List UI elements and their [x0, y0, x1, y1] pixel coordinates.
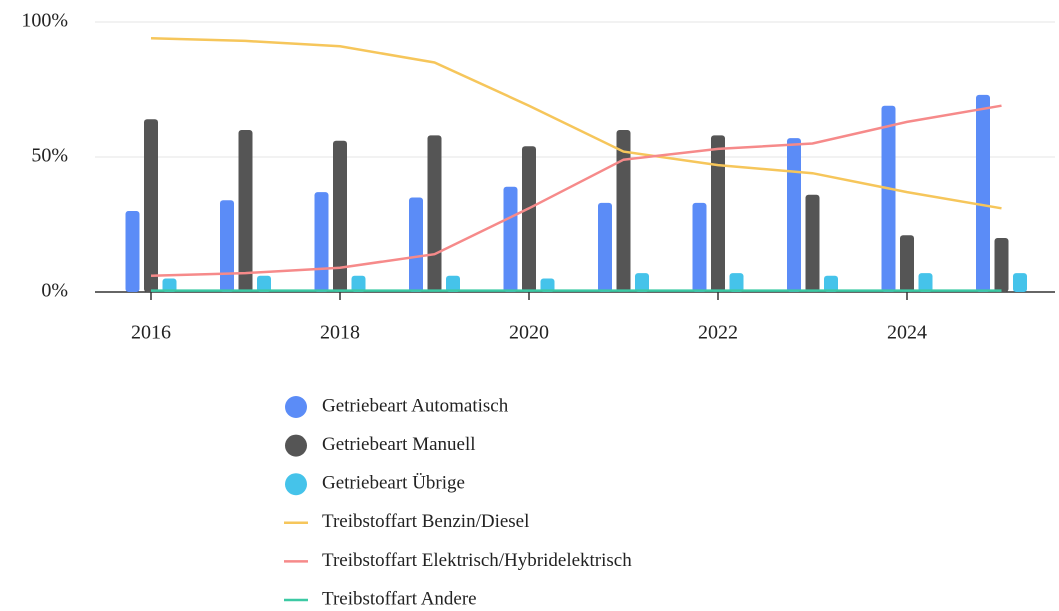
- x-tick-label: 2020: [509, 322, 549, 344]
- bar: [257, 275, 271, 292]
- bar: [446, 275, 460, 292]
- bar: [314, 192, 329, 292]
- line: [150, 104, 1002, 278]
- bar: [540, 278, 555, 292]
- bar: [1013, 273, 1027, 292]
- bar: [598, 202, 612, 292]
- bar: [881, 105, 896, 292]
- bar: [125, 211, 140, 292]
- y-tick-label: 50%: [31, 145, 68, 167]
- bar: [238, 130, 253, 292]
- bar: [220, 200, 234, 292]
- bar: [427, 135, 442, 292]
- legend-label: Getriebeart Übrige: [322, 473, 465, 494]
- bar: [616, 130, 631, 292]
- bar: [409, 197, 423, 292]
- legend-label: Getriebeart Automatisch: [322, 395, 509, 416]
- bar: [918, 273, 933, 292]
- line: [150, 36, 1002, 210]
- bar: [976, 94, 990, 293]
- legend-label: Treibstoffart Andere: [322, 588, 477, 609]
- legend-swatch: [285, 396, 307, 418]
- y-tick-label: 0%: [41, 280, 68, 302]
- bar: [900, 235, 914, 292]
- x-tick-label: 2024: [887, 322, 927, 344]
- x-tick-label: 2022: [698, 322, 738, 344]
- bar: [635, 273, 649, 292]
- legend-label: Treibstoffart Benzin/Diesel: [322, 511, 529, 532]
- legend-swatch: [285, 434, 307, 457]
- legend-label: Getriebeart Manuell: [322, 434, 476, 455]
- bar: [333, 140, 347, 292]
- bar: [824, 275, 838, 292]
- legend-swatch: [285, 473, 307, 496]
- bar: [162, 278, 177, 292]
- bar: [503, 186, 518, 292]
- bar: [729, 273, 744, 292]
- bar: [144, 119, 158, 292]
- x-tick-label: 2016: [131, 322, 171, 344]
- bar: [711, 135, 725, 292]
- legend-label: Treibstoffart Elektrisch/Hybridelektrisc…: [322, 550, 632, 571]
- bar: [787, 138, 801, 292]
- x-tick-label: 2018: [320, 322, 360, 344]
- bar: [692, 202, 707, 292]
- bar: [805, 194, 820, 292]
- bar: [351, 275, 366, 292]
- bar: [994, 238, 1009, 292]
- bar: [522, 146, 536, 292]
- y-tick-label: 100%: [21, 10, 68, 32]
